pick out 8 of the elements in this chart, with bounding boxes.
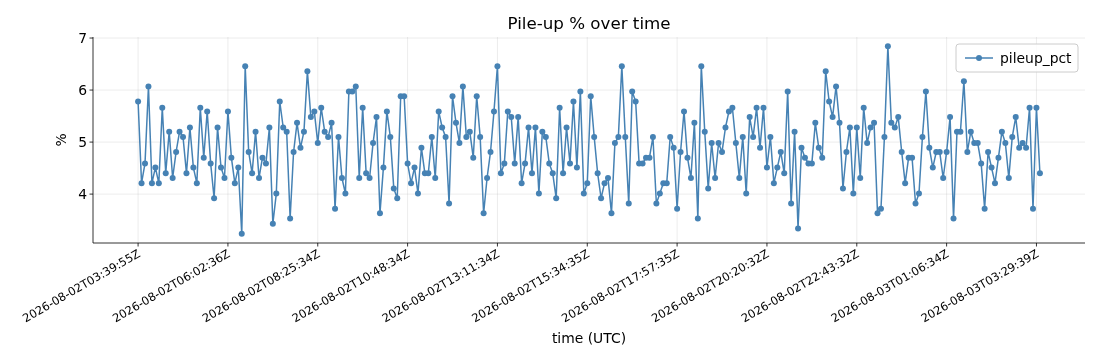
x-axis-title: time (UTC) [551,330,627,346]
y-tick-label: 4 [78,185,88,202]
y-tick-label: 6 [78,81,87,98]
y-tick-label: 7 [78,29,87,46]
chart-title: Pile-up % over time [507,13,671,33]
legend-label: pileup_pct [1000,50,1073,66]
y-tick-label: 5 [78,133,87,150]
y-axis-title: % [53,133,69,147]
